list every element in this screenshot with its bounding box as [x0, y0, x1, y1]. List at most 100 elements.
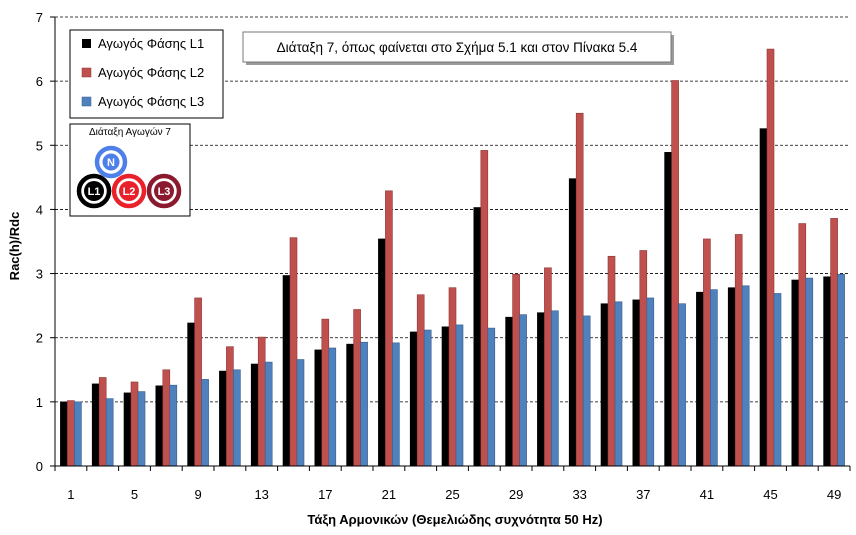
x-tick-label: 17	[318, 487, 332, 502]
conductor-l2-core	[119, 181, 139, 201]
bar-l2-h37	[639, 250, 648, 467]
bar-l1-h33	[568, 178, 577, 467]
legend-swatch-l1	[82, 39, 91, 48]
bar-l2-h17	[321, 318, 330, 467]
bar-l1-h49	[823, 276, 831, 467]
bar-l3-h47	[805, 277, 814, 467]
annotation-box: Διάταξη 7, όπως φαίνεται στο Σχήμα 5.1 κ…	[242, 31, 674, 65]
bar-l1-h11	[219, 370, 227, 467]
bar-l1-h9	[187, 322, 195, 467]
bar-l3-h21	[392, 342, 400, 467]
bar-l3-h37	[646, 297, 655, 467]
bar-l2-h15	[289, 237, 298, 467]
bar-l2-h21	[385, 190, 393, 467]
y-tick-label: 2	[36, 331, 43, 346]
legend-label-l3: Αγωγός Φάσης L3	[98, 94, 204, 109]
bar-l2-h45	[766, 48, 775, 467]
bar-l2-h13	[257, 336, 266, 467]
bar-l1-h7	[155, 385, 164, 467]
bar-l3-h43	[741, 285, 750, 467]
bar-l2-h43	[734, 234, 743, 467]
x-tick-label: 9	[194, 487, 201, 502]
x-tick-label: 45	[763, 487, 777, 502]
bar-l1-h27	[473, 207, 482, 467]
bar-l3-h35	[614, 301, 623, 467]
bar-l3-h25	[455, 324, 464, 467]
bar-l1-h35	[600, 303, 609, 467]
x-tick-label: 25	[445, 487, 459, 502]
y-tick-label: 0	[36, 459, 43, 474]
bar-l1-h47	[791, 279, 800, 467]
conductor-n-core	[102, 153, 120, 171]
bar-l1-h31	[537, 312, 545, 467]
bar-l1-h15	[282, 275, 291, 467]
bar-l3-h49	[837, 273, 845, 467]
bar-l2-h7	[162, 369, 171, 467]
x-tick-label: 1	[67, 487, 74, 502]
bar-l2-h9	[194, 297, 202, 467]
bar-l3-h1	[74, 401, 82, 467]
y-tick-label: 6	[36, 74, 43, 89]
bar-l3-h31	[551, 310, 559, 467]
bars-layer	[60, 48, 845, 467]
x-tick-labels: 1 5 9 13 17 21 25 29 33 37 41 45 49	[67, 487, 841, 502]
x-tick-label: 49	[827, 487, 841, 502]
bar-l2-h35	[607, 255, 616, 467]
bar-l3-h41	[710, 289, 718, 467]
bar-l1-h25	[441, 326, 450, 467]
conductor-l2-label: L2	[123, 186, 136, 198]
bar-l3-h15	[296, 359, 305, 467]
bar-l2-h11	[226, 346, 234, 467]
bar-l3-h29	[519, 314, 527, 467]
y-tick-label: 3	[36, 267, 43, 282]
bar-l3-h39	[678, 303, 686, 467]
bar-l2-h49	[830, 218, 838, 467]
bar-l3-h11	[233, 369, 241, 467]
bar-l2-h19	[353, 309, 361, 467]
legend-label-l2: Αγωγός Φάσης L2	[98, 65, 204, 80]
bar-l2-h5	[130, 381, 139, 467]
bar-l3-h3	[105, 398, 114, 467]
legend-frame	[69, 29, 224, 119]
y-tick-label: 7	[36, 10, 43, 25]
annotation-text: Διάταξη 7, όπως φαίνεται στο Σχήμα 5.1 κ…	[277, 40, 638, 55]
conductor-l1-label: L1	[88, 186, 101, 198]
y-tick-labels: 0 1 2 3 4 5 6 7	[36, 10, 43, 474]
legend-swatch-l2	[81, 67, 92, 78]
conductor-n-label: N	[107, 157, 115, 169]
bar-l1-h41	[696, 291, 704, 467]
annotation-frame	[242, 31, 672, 63]
bar-l1-h1	[60, 401, 68, 467]
bar-l2-h23	[416, 294, 425, 467]
bar-l1-h3	[91, 383, 100, 467]
bar-l2-h39	[671, 80, 679, 467]
x-tick-label: 37	[636, 487, 650, 502]
x-tick-label: 41	[700, 487, 714, 502]
bar-l3-h13	[264, 361, 273, 467]
bar-l1-h39	[664, 152, 672, 467]
bar-l2-h1	[67, 400, 75, 467]
bar-l2-h41	[703, 238, 711, 467]
x-tick-label: 13	[254, 487, 268, 502]
conductor-l3-core	[154, 181, 174, 201]
bar-l1-h21	[378, 238, 386, 467]
inset-title: Διάταξη Αγωγών 7	[89, 126, 171, 138]
bar-l3-h33	[582, 315, 591, 467]
bar-l3-h27	[487, 327, 496, 467]
bar-l3-h7	[169, 384, 178, 467]
legend-swatch-l3	[81, 96, 92, 107]
legend: Αγωγός Φάσης L1 Αγωγός Φάσης L2 Αγωγός Φ…	[69, 29, 224, 119]
bar-l3-h17	[328, 347, 337, 467]
bar-l2-h3	[98, 377, 107, 467]
conductor-l3-label: L3	[158, 186, 171, 198]
bar-l1-h43	[727, 287, 736, 467]
x-tick-label: 29	[509, 487, 523, 502]
bar-l3-h5	[137, 391, 146, 467]
bar-l3-h19	[360, 341, 368, 467]
bar-l1-h23	[409, 331, 418, 467]
bar-l1-h13	[250, 363, 259, 467]
conductor-inset: Διάταξη Αγωγών 7 N L1 L2 L3	[69, 123, 191, 217]
bar-l2-h27	[480, 150, 489, 467]
